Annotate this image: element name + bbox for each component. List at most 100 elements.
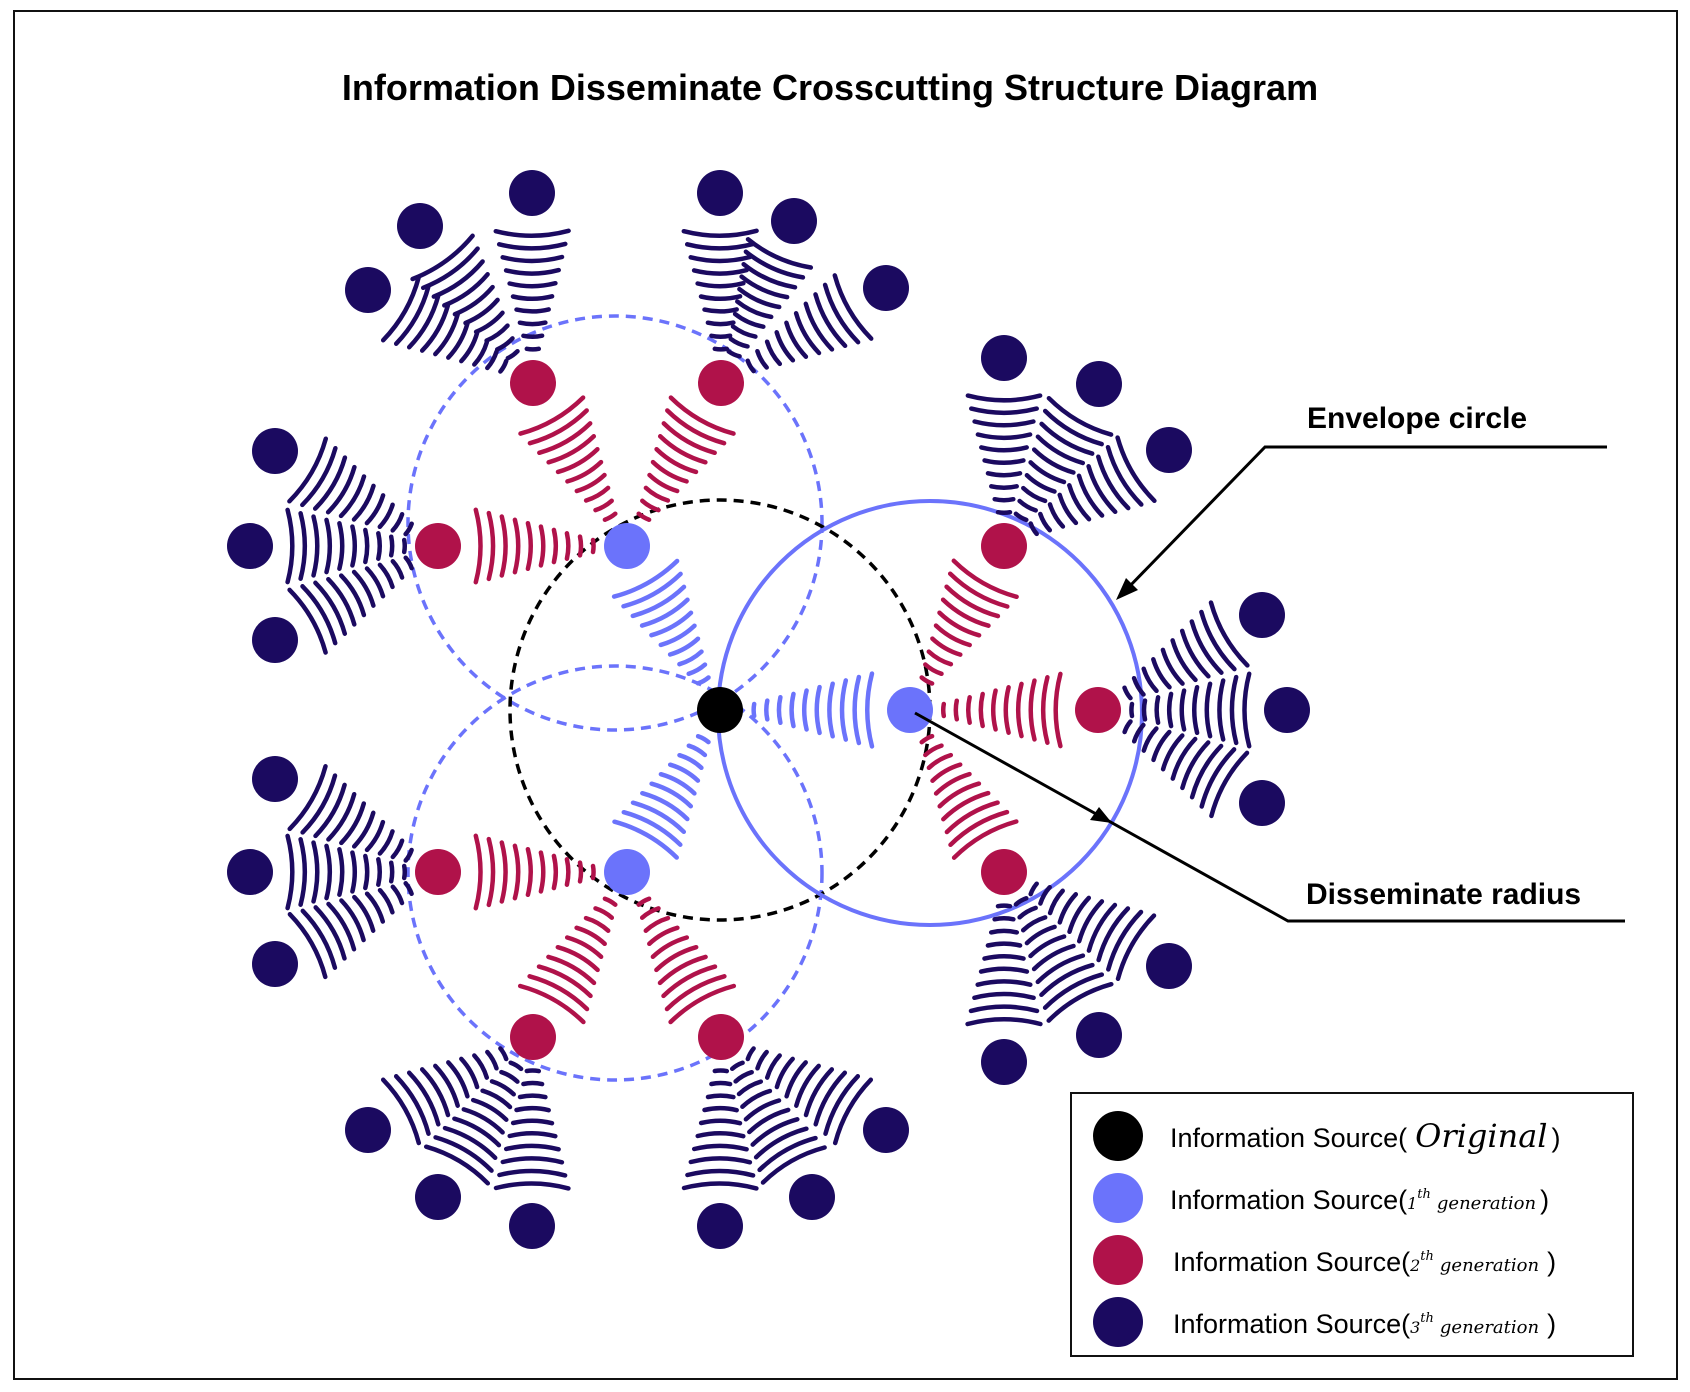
envelope-callout: Envelope circle <box>1116 402 1607 600</box>
wave-arc <box>930 636 963 657</box>
wave-arc <box>574 472 607 494</box>
wave-arc <box>446 321 470 360</box>
wave-arc <box>577 534 584 558</box>
wave-arc <box>702 307 739 314</box>
wave-arc <box>989 484 1019 490</box>
wave-arc <box>538 850 546 894</box>
wave-arc <box>565 459 604 484</box>
wave-arc <box>313 905 347 961</box>
legend-gen2-marker <box>1093 1235 1143 1285</box>
wave-arc <box>1154 695 1161 725</box>
wave-arc <box>940 597 991 628</box>
gen3-source-node <box>1264 687 1310 733</box>
wave-arc <box>658 771 697 796</box>
wave-arc <box>688 1156 753 1165</box>
wave-arc <box>1017 905 1038 920</box>
wave-arc <box>551 527 558 565</box>
wave-arc <box>865 671 875 749</box>
wave-arc <box>390 559 405 580</box>
wave-arc <box>1096 454 1131 511</box>
wave-arc <box>839 678 849 742</box>
wave-arc <box>524 346 542 352</box>
wave-arc <box>564 935 604 960</box>
wave-arc <box>695 280 746 289</box>
wave-arc <box>685 1168 756 1178</box>
wave-arc <box>1039 421 1095 456</box>
wave-arc <box>966 695 972 725</box>
wave-arc <box>695 675 711 686</box>
wave-arc <box>459 330 480 364</box>
legend-original-label: Information Source(Original) <box>1170 1117 1561 1155</box>
wave-arc <box>380 1077 422 1146</box>
wave-arc <box>1020 915 1048 933</box>
gen3-source-node <box>981 335 1027 381</box>
envelope-leader-line <box>1123 445 1607 593</box>
wave-arc <box>930 762 963 783</box>
wave-arc <box>698 294 743 302</box>
wave-arc <box>802 688 809 732</box>
wave-arc <box>621 571 683 609</box>
wave-arc <box>1024 924 1057 946</box>
wave-arc <box>602 511 618 522</box>
legend-gen2-label: Information Source(2th generation) <box>1173 1247 1556 1277</box>
wave-arc <box>1192 684 1200 736</box>
gen2-source-node <box>698 1014 744 1060</box>
wave-arc <box>1067 483 1092 522</box>
wave-arc <box>1141 726 1159 753</box>
wave-arc <box>1242 671 1252 749</box>
wave-arc <box>948 809 1010 848</box>
wave-arc <box>975 432 1033 440</box>
wave-arc <box>737 286 782 310</box>
wave-arc <box>937 781 982 809</box>
waves-gen2-to-gen3 <box>1129 671 1252 749</box>
wave-arc <box>1229 674 1239 746</box>
wave-arc <box>695 733 711 745</box>
wave-arc <box>944 584 1001 619</box>
wave-arc <box>995 509 1013 516</box>
wave-arc <box>583 915 611 933</box>
propagation-arcs <box>285 228 1252 1191</box>
wave-arc <box>287 587 328 655</box>
wave-arc <box>524 1068 542 1074</box>
wave-arc <box>602 896 618 907</box>
wave-arc <box>593 906 615 920</box>
wave-arc <box>753 1126 809 1160</box>
wave-arc <box>325 464 357 515</box>
wave-arc <box>1131 722 1146 744</box>
wave-arc <box>338 573 367 618</box>
wave-arc <box>1047 888 1065 916</box>
wave-arc <box>285 507 295 585</box>
wave-arc <box>643 485 671 503</box>
legend-gen1-label: Information Source(1th generation) <box>1170 1185 1549 1215</box>
wave-arc <box>517 320 548 327</box>
wave-arc <box>852 674 862 746</box>
wave-arc <box>339 801 367 846</box>
wave-arc <box>736 1079 764 1097</box>
wave-arc <box>639 906 661 920</box>
wave-arc <box>564 857 571 887</box>
wave-arc <box>527 974 590 1012</box>
wave-arc <box>654 944 699 973</box>
wave-arc <box>518 395 586 436</box>
wave-arc <box>498 358 509 374</box>
wave-arc <box>498 1046 509 1062</box>
diagram-title: Information Disseminate Crosscutting Str… <box>342 67 1318 108</box>
wave-arc <box>1042 972 1105 1010</box>
wave-arc <box>350 524 357 568</box>
wave-arc <box>459 1056 480 1090</box>
wave-arc <box>1047 502 1066 529</box>
wave-arc <box>649 610 694 638</box>
wave-arc <box>611 558 680 599</box>
wave-arc <box>326 901 357 952</box>
wave-arc <box>1217 678 1226 742</box>
wave-arc <box>485 1049 499 1071</box>
wave-arc <box>760 1145 827 1185</box>
wave-arc <box>300 584 338 646</box>
wave-arc <box>298 837 307 907</box>
gen3-source-node <box>697 170 743 216</box>
wave-arc <box>726 349 742 359</box>
wave-arc <box>947 571 1010 609</box>
wave-arc <box>1024 473 1057 494</box>
wave-arc <box>376 857 382 887</box>
wave-arc <box>941 790 991 822</box>
